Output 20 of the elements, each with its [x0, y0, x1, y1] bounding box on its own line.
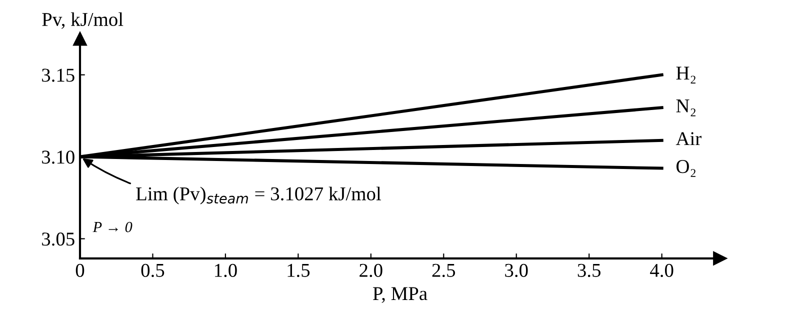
x-tick-label: 0.5: [141, 264, 164, 278]
x-tick-label: 3.5: [578, 264, 600, 278]
y-tick-label: 3.05: [42, 232, 74, 246]
series-label: N₂: [676, 100, 696, 116]
x-tick-label: 0: [76, 264, 84, 277]
series-label: O₂: [676, 160, 696, 177]
series-label: Air: [676, 132, 702, 146]
x-tick-label: 2.0: [360, 264, 382, 278]
x-tick-label: 2.5: [432, 264, 456, 278]
series-label: H₂: [676, 66, 696, 84]
y-tick-label: 3.15: [42, 68, 74, 82]
y-tick-label: 3.10: [42, 150, 74, 164]
annotation: P → 0: [92, 222, 132, 232]
x-tick-label: 1.0: [215, 264, 237, 278]
x-tick-label: 3.0: [505, 264, 528, 278]
annotation: Lim (Pv)$_{steam}$ = 3.1027 kJ/mol: [136, 186, 381, 204]
x-tick-label: 1.5: [288, 264, 310, 278]
y-axis-title: Pv, kJ/mol: [42, 12, 124, 29]
x-axis-title: P, MPa: [373, 287, 428, 303]
x-tick-label: 4.0: [650, 264, 674, 278]
